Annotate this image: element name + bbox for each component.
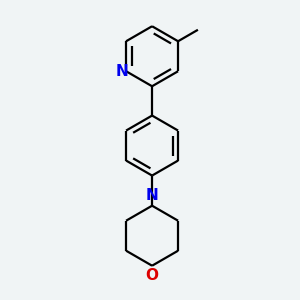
Text: N: N: [116, 64, 129, 79]
Text: N: N: [146, 188, 158, 203]
Text: O: O: [146, 268, 159, 283]
